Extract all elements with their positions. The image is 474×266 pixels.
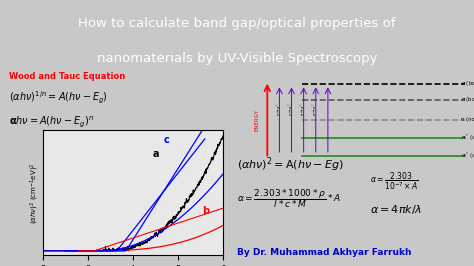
Text: $\alpha = \dfrac{2.303}{10^{-7} \times A}$: $\alpha = \dfrac{2.303}{10^{-7} \times A…	[371, 171, 419, 192]
Text: By Dr. Muhammad Akhyar Farrukh: By Dr. Muhammad Akhyar Farrukh	[237, 248, 412, 257]
Text: $\mathbf{\alpha} h\nu = A(h\nu - E_g)^n$: $\mathbf{\alpha} h\nu = A(h\nu - E_g)^n$	[9, 114, 94, 129]
Text: n (non-bonding): n (non-bonding)	[461, 117, 474, 122]
Text: $\alpha = 4\pi k/\lambda$: $\alpha = 4\pi k/\lambda$	[371, 203, 423, 216]
Text: $\alpha = \dfrac{2.303 * 1000 * \rho}{l * c * M} * A$: $\alpha = \dfrac{2.303 * 1000 * \rho}{l …	[237, 188, 341, 210]
Text: How to calculate band gap/optical properties of: How to calculate band gap/optical proper…	[78, 17, 396, 30]
Text: Wood and Tauc Equation: Wood and Tauc Equation	[9, 72, 125, 81]
Text: a: a	[153, 149, 159, 159]
Text: $\pi^*$ (anti-bonding): $\pi^*$ (anti-bonding)	[461, 133, 474, 143]
Text: $\pi$ (bonding): $\pi$ (bonding)	[461, 95, 474, 104]
Text: $(\alpha h\nu)^{1/n} = A(h\nu - E_g)$: $(\alpha h\nu)^{1/n} = A(h\nu - E_g)$	[9, 89, 108, 106]
Text: b: b	[202, 206, 210, 216]
Text: $n \rightarrow \sigma^*$: $n \rightarrow \sigma^*$	[275, 102, 284, 116]
Text: ENERGY: ENERGY	[255, 109, 260, 131]
Text: $\sigma \rightarrow \sigma^*$: $\sigma \rightarrow \sigma^*$	[311, 102, 320, 116]
Text: $(\alpha h\nu)^2 = \mathrm{A}(h\nu - Eg)$: $(\alpha h\nu)^2 = \mathrm{A}(h\nu - Eg)…	[237, 155, 344, 173]
Text: c: c	[164, 135, 169, 145]
Text: $\sigma$ (bonding): $\sigma$ (bonding)	[461, 79, 474, 88]
Text: $n \rightarrow \sigma^*$: $n \rightarrow \sigma^*$	[287, 102, 296, 116]
Y-axis label: $(\alpha h\nu)^2\ (\mathrm{cm}^{-1}\mathrm{eV})^2$: $(\alpha h\nu)^2\ (\mathrm{cm}^{-1}\math…	[29, 162, 41, 224]
Text: nanomaterials by UV-Visible Spectroscopy: nanomaterials by UV-Visible Spectroscopy	[97, 52, 377, 65]
Text: $\pi \rightarrow \sigma^*$: $\pi \rightarrow \sigma^*$	[299, 102, 308, 116]
Text: $\sigma^*$ (anti-bonding): $\sigma^*$ (anti-bonding)	[461, 151, 474, 161]
